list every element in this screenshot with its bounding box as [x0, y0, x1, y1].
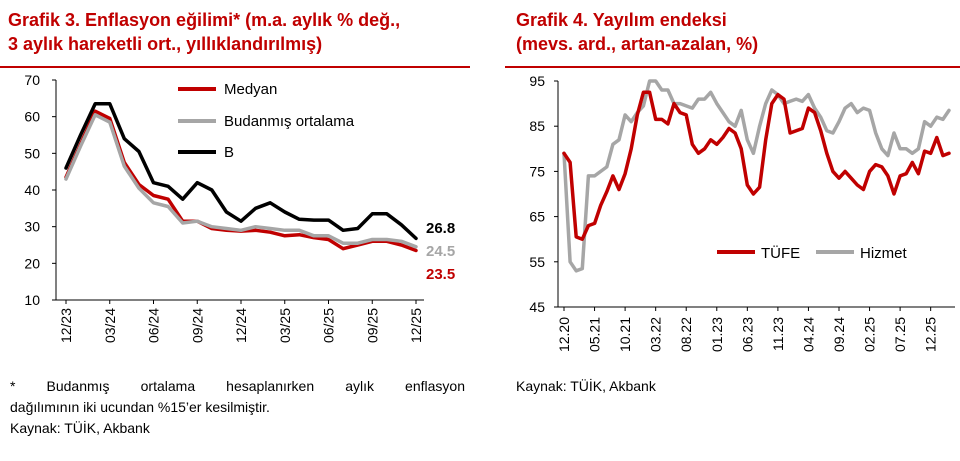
chart-3-y-tick-label: 30 — [24, 219, 40, 235]
chart-4-x-tick-label: 04.24 — [800, 317, 816, 352]
chart-3-end-value-label: 23.5 — [426, 266, 455, 283]
chart-3-y-tick-label: 60 — [24, 109, 40, 125]
chart-4-y-tick-label: 95 — [529, 73, 545, 89]
chart-3-legend-label: Medyan — [224, 81, 277, 98]
chart-4-source: Kaynak: TÜİK, Akbank — [516, 378, 656, 394]
chart-3-x-tick-label: 03/25 — [277, 308, 293, 343]
chart-3-source: Kaynak: TÜİK, Akbank — [10, 420, 150, 436]
chart-4-x-tick-label: 01.23 — [709, 317, 725, 352]
chart-4-y-tick-label: 75 — [529, 163, 545, 179]
chart-3-series-line — [64, 113, 418, 249]
chart-3-legend-label: Budanmış ortalama — [224, 113, 355, 130]
chart-3-x-tick-label: 12/25 — [408, 308, 424, 343]
chart-4-x-tick-label: 09.24 — [831, 317, 847, 352]
chart-3-series-line — [64, 102, 418, 241]
chart-4-series-line — [562, 79, 951, 273]
chart-4-legend-label: TÜFE — [761, 244, 800, 262]
chart-3-x-tick-label: 09/24 — [189, 308, 205, 343]
chart-4-x-tick-label: 11.23 — [770, 317, 786, 351]
chart-3-title-line-2: 3 aylık hareketli ort., yıllıklandırılmı… — [8, 34, 323, 54]
chart-4-x-tick-label: 08.22 — [678, 317, 694, 352]
chart-3-y-tick-label: 10 — [24, 292, 40, 308]
chart-4-x-tick-label: 12.20 — [556, 317, 572, 352]
chart-3-x-tick-label: 12/24 — [233, 308, 249, 343]
chart-4-legend-label: Hizmet — [860, 245, 908, 262]
chart-3-notes: * Budanmış ortalama hesaplanırken aylık … — [10, 376, 465, 439]
chart-4-series-line — [562, 90, 951, 241]
chart-4-title-line-1: Grafik 4. Yayılım endeksi — [516, 10, 727, 30]
chart-3-x-tick-label: 06/25 — [321, 308, 337, 343]
chart-3-x-tick-label: 06/24 — [146, 308, 162, 343]
chart-3-x-tick-label: 09/25 — [364, 308, 380, 343]
chart-3-end-value-label: 24.5 — [426, 243, 455, 260]
chart-3-title-line-1: Grafik 3. Enflasyon eğilimi* (m.a. aylık… — [8, 10, 401, 30]
chart-3-x-tick-label: 12/23 — [58, 308, 74, 343]
chart-3-x-tick-label: 03/24 — [102, 308, 118, 343]
chart-4-x-tick-label: 12.25 — [923, 317, 939, 352]
chart-4-y-tick-label: 65 — [529, 209, 545, 225]
chart-3-title: Grafik 3. Enflasyon eğilimi* (m.a. aylık… — [8, 8, 400, 56]
chart-4-y-tick-label: 55 — [529, 254, 545, 270]
chart-3-y-tick-label: 70 — [24, 72, 40, 88]
chart-4-y-tick-label: 45 — [529, 299, 545, 315]
chart-4-notes: Kaynak: TÜİK, Akbank — [516, 376, 656, 397]
chart-3-y-tick-label: 40 — [24, 182, 40, 198]
chart-4-x-tick-label: 06.23 — [739, 317, 755, 352]
chart-4-y-tick-label: 85 — [529, 118, 545, 134]
chart-4-title: Grafik 4. Yayılım endeksi (mevs. ard., a… — [516, 8, 758, 56]
chart-3-y-tick-label: 50 — [24, 145, 40, 161]
chart-4-x-tick-label: 07.25 — [892, 317, 908, 352]
chart-3-legend-label: B — [224, 144, 234, 161]
chart-4-title-divider — [505, 66, 960, 68]
chart-4-x-tick-label: 02.25 — [862, 317, 878, 352]
chart-3-title-divider — [0, 66, 470, 68]
chart-4-x-tick-label: 03.22 — [648, 317, 664, 352]
chart-3-footnote-line-1: * Budanmış ortalama hesaplanırken aylık … — [10, 378, 465, 394]
chart-4-x-tick-label: 05.21 — [587, 317, 603, 352]
chart-3-end-value-label: 26.8 — [426, 220, 455, 237]
chart-3-y-tick-label: 20 — [24, 255, 40, 271]
chart-4-x-tick-label: 10.21 — [617, 317, 633, 352]
chart-3-footnote-line-2: dağılımının iki ucundan %15’er kesilmişt… — [10, 399, 270, 415]
chart-4-title-line-2: (mevs. ard., artan-azalan, %) — [516, 34, 759, 54]
